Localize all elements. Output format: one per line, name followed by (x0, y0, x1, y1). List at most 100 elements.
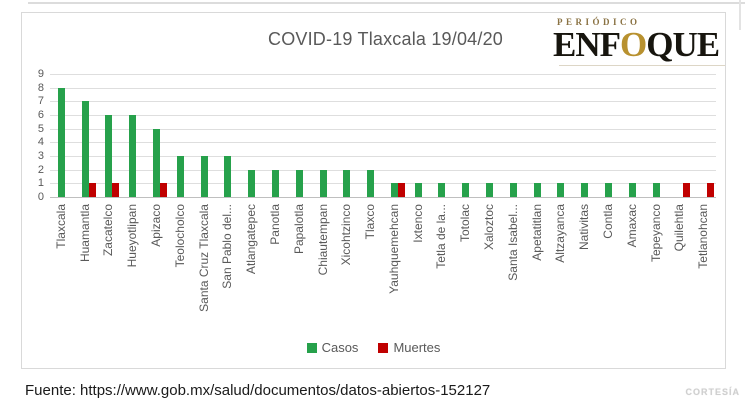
gridline (50, 74, 716, 75)
bar-casos-Hueyotlipan (129, 115, 137, 197)
bar-casos-Contla (604, 183, 612, 197)
x-axis-label: Totolac (458, 204, 473, 243)
x-axis-label: Tlaxco (363, 204, 378, 240)
bar-casos-Huamantla (81, 101, 89, 197)
x-axis-label: Nativitas (577, 204, 592, 251)
x-axis-label: Quilehtla (672, 204, 687, 252)
logo-accent-letter: O (620, 25, 647, 64)
y-tick-label: 0 (37, 191, 44, 203)
bar-casos-Tlaxcala (57, 87, 65, 197)
legend-label-casos: Casos (321, 340, 359, 355)
gridline (50, 101, 716, 103)
x-axis-label: Amaxac (624, 204, 639, 248)
bar-casos-Panotla (271, 169, 279, 197)
bar-casos-Tepeyanco (652, 183, 660, 197)
y-tick-label: 6 (37, 109, 44, 121)
logo-underline (559, 65, 725, 66)
logo-kicker: PERIÓDICO (557, 17, 641, 27)
x-axis-label: Hueyotlipan (125, 204, 140, 268)
plot-area: 0 1 2 3 4 5 6 7 8 9 Tlaxcala Huamantla Zacatelco Huey… (22, 13, 725, 368)
gridline (50, 169, 716, 171)
screenshot-right-edge (739, 0, 741, 30)
muertes-swatch-icon (378, 342, 389, 353)
watermark: CORTESÍA (685, 387, 740, 397)
y-tick-label: 1 (37, 177, 44, 190)
x-axis-label: Apetatitlan (529, 204, 544, 261)
logo-name-part1: ENF (553, 25, 621, 64)
x-axis-label: Zacatelco (101, 204, 116, 257)
bar-casos-Apizaco (153, 128, 161, 197)
bar-muertes-Apizaco (160, 183, 168, 197)
bar-casos-Xicohtzinco (343, 169, 351, 197)
gridline (50, 87, 716, 89)
x-axis-label: Xaloztoc (482, 204, 497, 251)
chart-title: COVID-19 Tlaxcala 19/04/20 (268, 29, 503, 49)
bar-casos-Apetatitlan (533, 183, 541, 197)
bar-casos-Papalotla (295, 169, 303, 197)
bar-casos-Totolac (462, 183, 470, 197)
bar-muertes-Yauhquemehcan (397, 183, 405, 197)
bar-casos-Amaxac (628, 183, 636, 197)
y-tick-label: 4 (37, 136, 44, 149)
bar-casos-Yauhquemehcan (390, 183, 398, 197)
x-axis-label: Contla (600, 204, 615, 239)
x-axis-label: Huamantla (77, 204, 92, 263)
gridline (50, 142, 716, 144)
gridline (50, 115, 716, 116)
x-axis-label: Tlaxcala (53, 204, 68, 249)
bar-casos-Atlangatepec (248, 169, 256, 197)
x-axis-line (50, 197, 716, 198)
enfoque-logo: PERIÓDICO ENFOQUE (553, 13, 720, 64)
x-axis-label: Santa Cruz Tlaxcala (196, 204, 211, 312)
bar-casos-Santa Cruz Tlaxcala (200, 156, 208, 197)
chart-frame: COVID-19 Tlaxcala 19/04/20 PERIÓDICO ENF… (21, 12, 726, 369)
x-axis-label: Teolocholco (172, 204, 187, 268)
bar-casos-Teolocholco (176, 156, 184, 197)
x-axis-label: Panotla (267, 204, 282, 245)
bar-muertes-Zacatelco (112, 183, 120, 197)
bar-casos-Altzayanca (557, 183, 565, 197)
x-axis-label: Santa Isabel... (505, 204, 520, 281)
y-tick-label: 7 (37, 95, 44, 108)
logo-name: ENFOQUE (553, 25, 720, 64)
x-axis-label: San Pablo del... (220, 204, 235, 289)
bar-muertes-Quilehtla (683, 183, 691, 197)
x-axis-label: Yauhquemehcan (386, 204, 401, 294)
bar-casos-Tetla de la... (438, 183, 446, 197)
bar-muertes-Tetlanohcan (707, 183, 715, 197)
legend: Casos Muertes (22, 340, 725, 355)
bar-casos-Xaloztoc (486, 183, 494, 197)
x-axis-label: Xicohtzinco (339, 204, 354, 266)
gridline (50, 156, 716, 157)
x-axis-label: Tetla de la... (434, 204, 449, 269)
x-axis-label: Atlangatepec (244, 204, 259, 275)
x-axis-label: Apizaco (149, 204, 164, 247)
bar-casos-Santa Isabel... (509, 183, 517, 197)
legend-item-muertes: Muertes (378, 340, 440, 355)
y-tick-label: 8 (37, 81, 44, 94)
x-axis-label: Ixtenco (410, 204, 425, 243)
x-axis-label: Tetlanohcan (696, 204, 711, 269)
legend-item-casos: Casos (306, 340, 359, 355)
bar-muertes-Huamantla (88, 183, 96, 197)
casos-swatch-icon (306, 342, 317, 353)
x-axis-label: Papalotla (291, 204, 306, 255)
screenshot-top-edge (28, 2, 745, 4)
y-tick-label: 9 (37, 68, 44, 80)
y-tick-label: 5 (37, 122, 44, 135)
gridline (50, 128, 716, 130)
bar-casos-Tlaxco (367, 169, 375, 197)
source-text: Fuente: https://www.gob.mx/salud/documen… (25, 382, 491, 399)
bar-casos-Chiautempan (319, 169, 327, 197)
bar-casos-Nativitas (581, 183, 589, 197)
x-axis-label: Chiautempan (315, 204, 330, 276)
y-tick-label: 3 (37, 150, 44, 162)
gridline (50, 183, 716, 185)
x-axis-label: Tepeyanco (648, 204, 663, 263)
y-tick-label: 2 (37, 163, 44, 176)
logo-name-part2: QUE (646, 25, 720, 64)
x-axis-label: Altzayanca (553, 204, 568, 263)
bar-casos-Zacatelco (105, 115, 113, 197)
legend-label-muertes: Muertes (393, 340, 441, 355)
bar-casos-Ixtenco (414, 183, 422, 197)
